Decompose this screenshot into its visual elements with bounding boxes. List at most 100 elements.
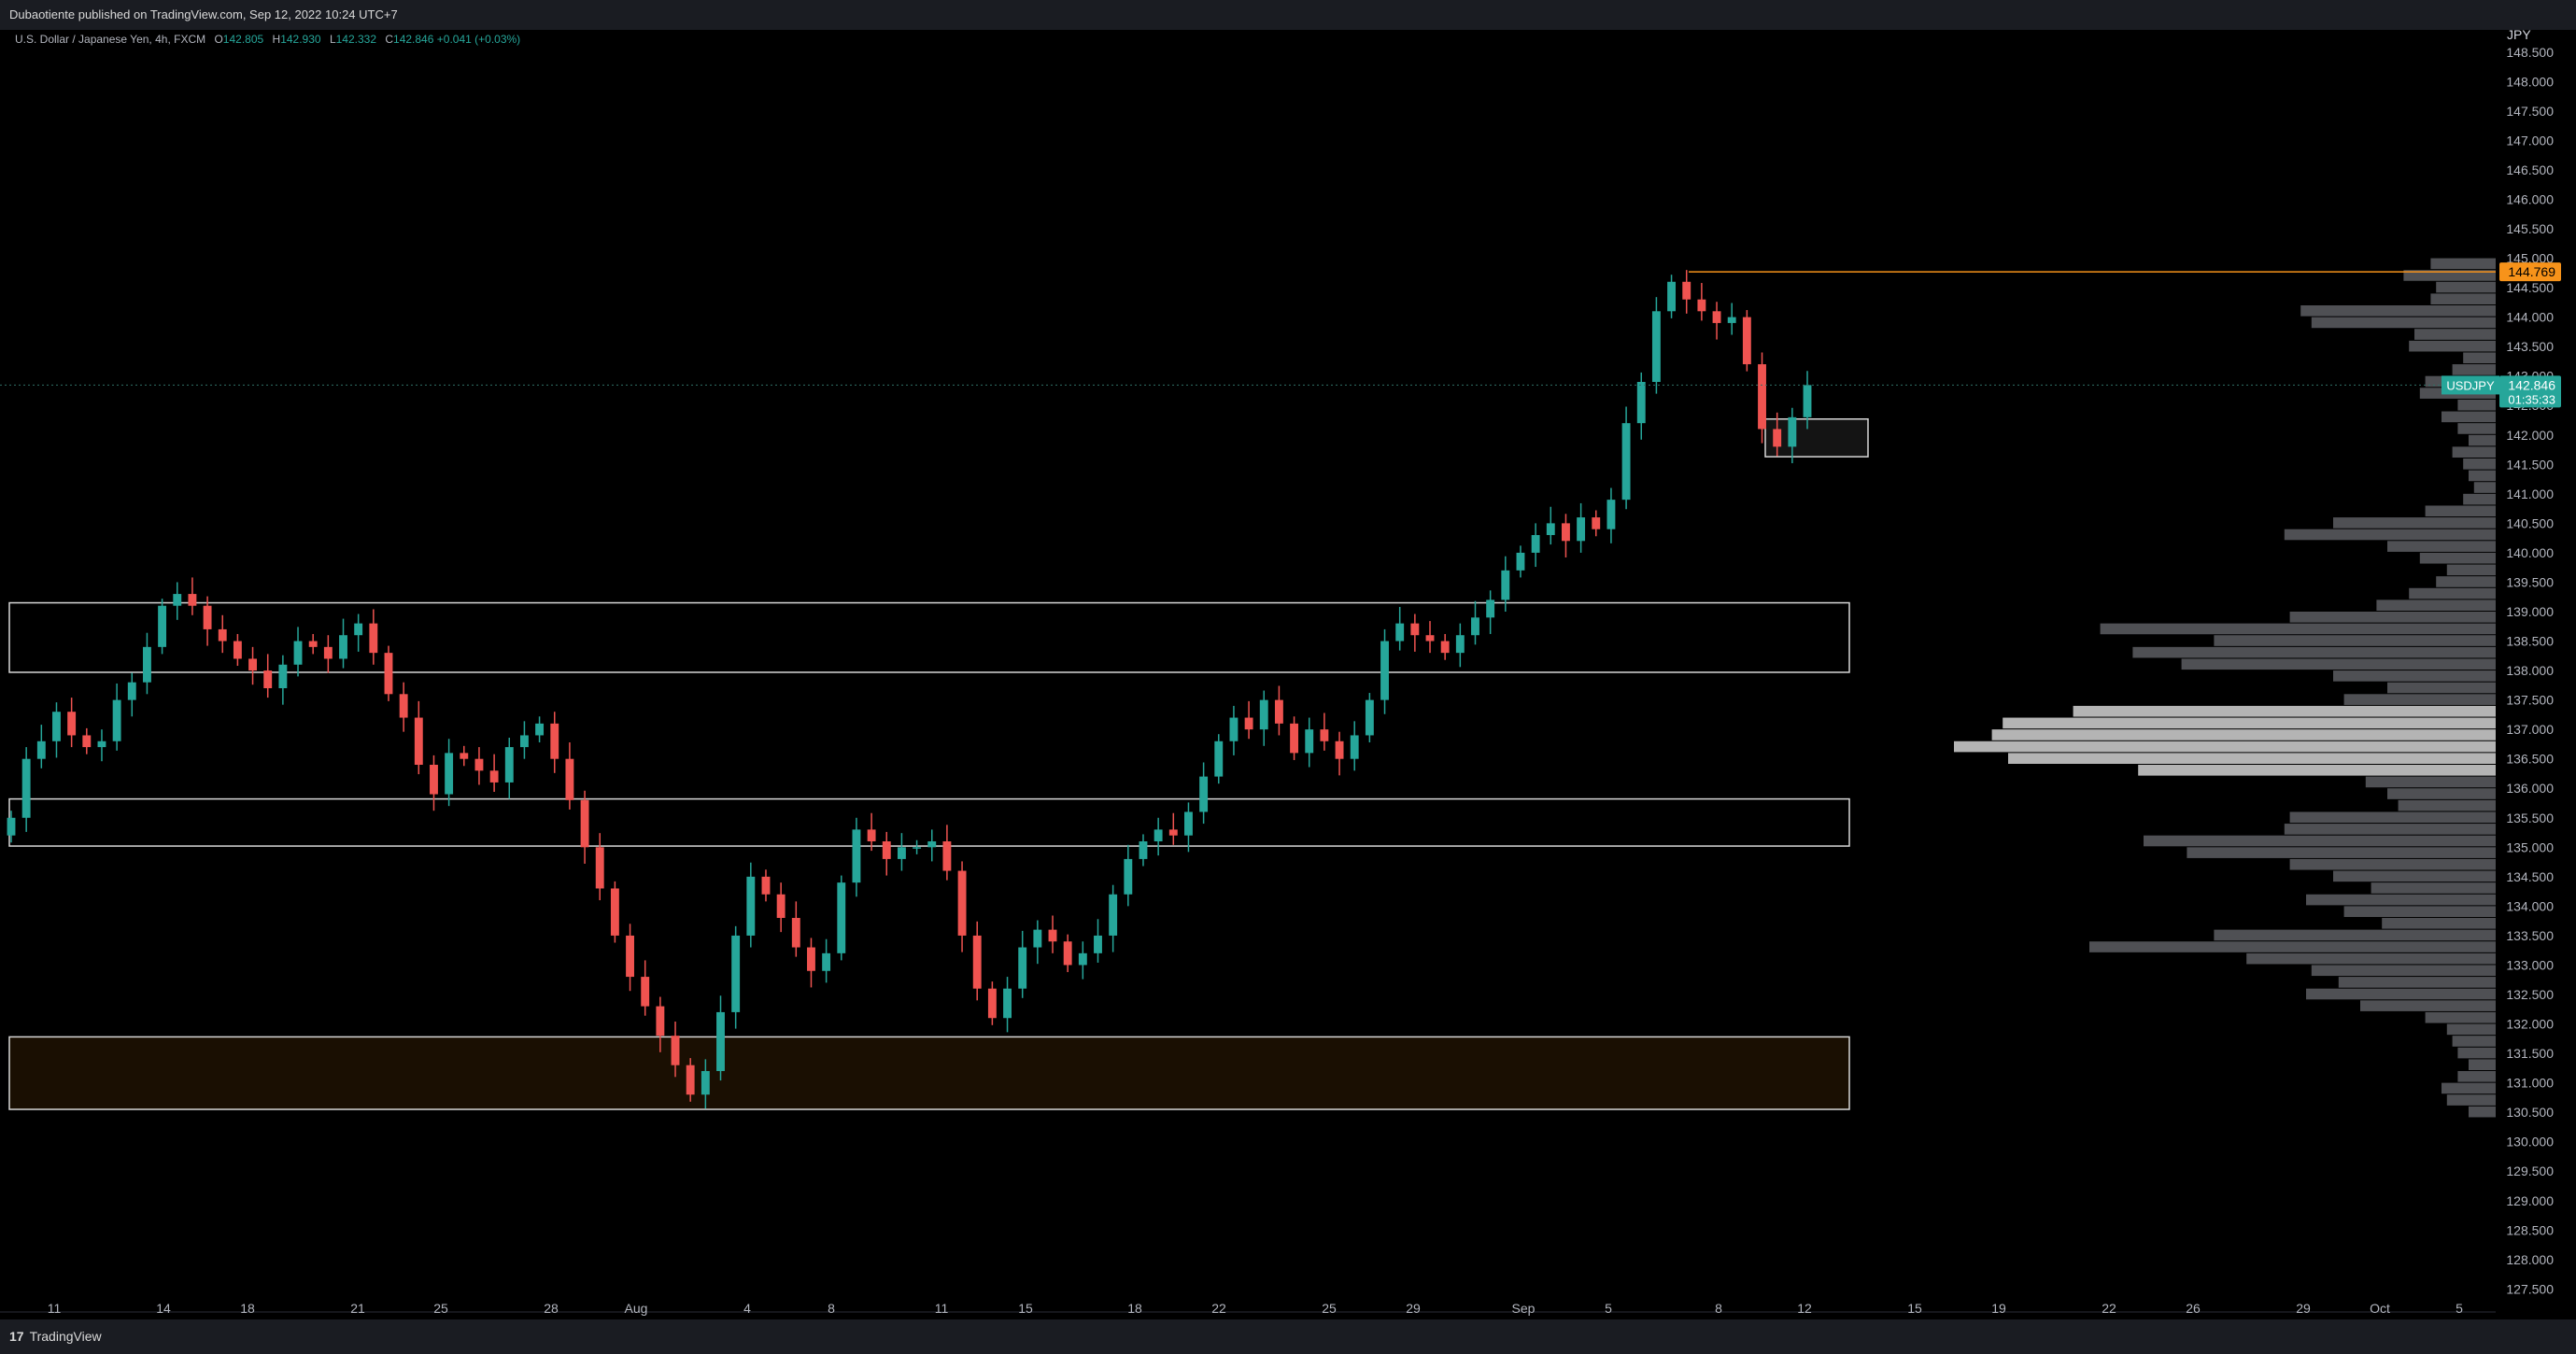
x-tick-label: 18: [240, 1301, 255, 1316]
candle-body: [1455, 635, 1465, 654]
x-tick-label: 28: [544, 1301, 559, 1316]
volume-profile-bar: [2214, 929, 2496, 941]
candle-body: [1440, 641, 1450, 654]
tradingview-logo[interactable]: 17 TradingView: [9, 1329, 102, 1344]
x-tick-label: 19: [1991, 1301, 2006, 1316]
volume-profile-bar: [2311, 317, 2496, 329]
y-tick-label: 136.500: [2506, 752, 2554, 767]
x-tick-label: 22: [2102, 1301, 2116, 1316]
candle-body: [822, 952, 831, 971]
candle-body: [746, 876, 756, 936]
legend-low: 142.332: [335, 33, 377, 46]
x-tick-label: 26: [2186, 1301, 2201, 1316]
candle-body: [1320, 729, 1329, 741]
volume-profile-bar: [2003, 717, 2496, 729]
candle-body: [7, 817, 16, 836]
candle-body: [1773, 429, 1782, 447]
candle-body: [52, 712, 61, 741]
x-tick-label: 12: [1797, 1301, 1812, 1316]
x-tick-label: 22: [1211, 1301, 1226, 1316]
candle-body: [1109, 894, 1118, 936]
volume-profile-bar: [2463, 352, 2496, 364]
volume-profile-bar: [2311, 965, 2496, 977]
volume-profile-bar: [2452, 446, 2496, 458]
candle-body: [1742, 317, 1751, 365]
last-price-tag: [2499, 375, 2561, 408]
candle-body: [837, 882, 846, 953]
candle-body: [1335, 740, 1344, 759]
x-tick-label: Aug: [625, 1301, 648, 1316]
footer-bar: 17 TradingView: [0, 1319, 2576, 1354]
candle-body: [293, 641, 303, 665]
candle-body: [1078, 952, 1087, 966]
candle-body: [580, 799, 589, 848]
candle-body: [913, 847, 922, 849]
tradingview-brand: TradingView: [29, 1329, 102, 1344]
candle-body: [399, 694, 408, 718]
candle-body: [489, 770, 499, 783]
candle-body: [82, 735, 92, 748]
candle-body: [1803, 385, 1812, 417]
volume-profile-bar: [2138, 765, 2496, 776]
candle-body: [1229, 717, 1238, 741]
y-tick-label: 141.000: [2506, 487, 2554, 501]
y-tick-label: 138.500: [2506, 634, 2554, 649]
volume-profile-bar: [1954, 740, 2496, 753]
volume-profile-bar: [1991, 729, 2496, 740]
y-tick-label: 146.000: [2506, 191, 2554, 206]
candle-body: [626, 935, 634, 978]
volume-profile-bar: [2430, 293, 2496, 304]
y-tick-label: 135.500: [2506, 811, 2554, 825]
candle-body: [535, 723, 545, 736]
y-tick-label: 143.500: [2506, 339, 2554, 354]
x-tick-label: Oct: [2370, 1301, 2390, 1316]
legend-close-label: C: [385, 33, 394, 46]
volume-profile-bar: [2463, 493, 2496, 505]
candle-body: [1033, 929, 1042, 948]
high-price-tag-label: 144.769: [2508, 264, 2555, 279]
zone-rect-2: [8, 797, 1850, 847]
volume-profile-bar: [2403, 270, 2496, 281]
x-tick-label: 8: [1715, 1301, 1722, 1316]
candle-body: [339, 635, 347, 659]
candle-body: [97, 740, 106, 748]
volume-profile-bar: [2473, 482, 2496, 493]
y-tick-label: 147.000: [2506, 133, 2554, 148]
candle-body: [308, 641, 318, 647]
candle-body: [987, 988, 997, 1019]
volume-profile-bar: [2333, 870, 2496, 882]
y-tick-label: 129.000: [2506, 1193, 2554, 1208]
volume-profile-bar: [2073, 705, 2496, 717]
volume-profile-bar: [2214, 635, 2496, 646]
candle-body: [1365, 699, 1374, 736]
last-price-label: 142.846: [2508, 377, 2555, 392]
volume-profile-bar: [2144, 835, 2496, 847]
x-tick-label: 29: [1406, 1301, 1421, 1316]
candle-body: [21, 758, 31, 818]
volume-profile-bar: [2469, 470, 2496, 482]
candle-body: [1606, 500, 1616, 529]
volume-profile-bar: [2181, 658, 2496, 670]
candle-body: [595, 847, 604, 889]
volume-profile-bar: [2387, 541, 2496, 552]
volume-profile-bar: [2414, 329, 2496, 340]
volume-profile-bar: [2289, 612, 2496, 623]
candle-body: [67, 712, 77, 736]
zone-rect-3: [8, 1036, 1850, 1110]
volume-profile-bar: [2457, 1047, 2496, 1059]
candle-body: [701, 1071, 710, 1095]
y-tick-label: 129.500: [2506, 1164, 2554, 1178]
tradingview-logo-icon: 17: [9, 1329, 24, 1344]
candle-body: [1018, 947, 1027, 989]
candle-body: [173, 594, 182, 606]
candle-body: [1562, 523, 1570, 542]
y-tick-label: 148.000: [2506, 74, 2554, 89]
y-tick-label: 147.500: [2506, 104, 2554, 119]
y-tick-label: 127.500: [2506, 1281, 2554, 1296]
volume-profile-bar: [2452, 364, 2496, 375]
candle-body: [1380, 641, 1389, 700]
zone-rect-1: [8, 601, 1850, 673]
candle-body: [323, 646, 333, 659]
volume-profile-bar: [2419, 552, 2496, 564]
